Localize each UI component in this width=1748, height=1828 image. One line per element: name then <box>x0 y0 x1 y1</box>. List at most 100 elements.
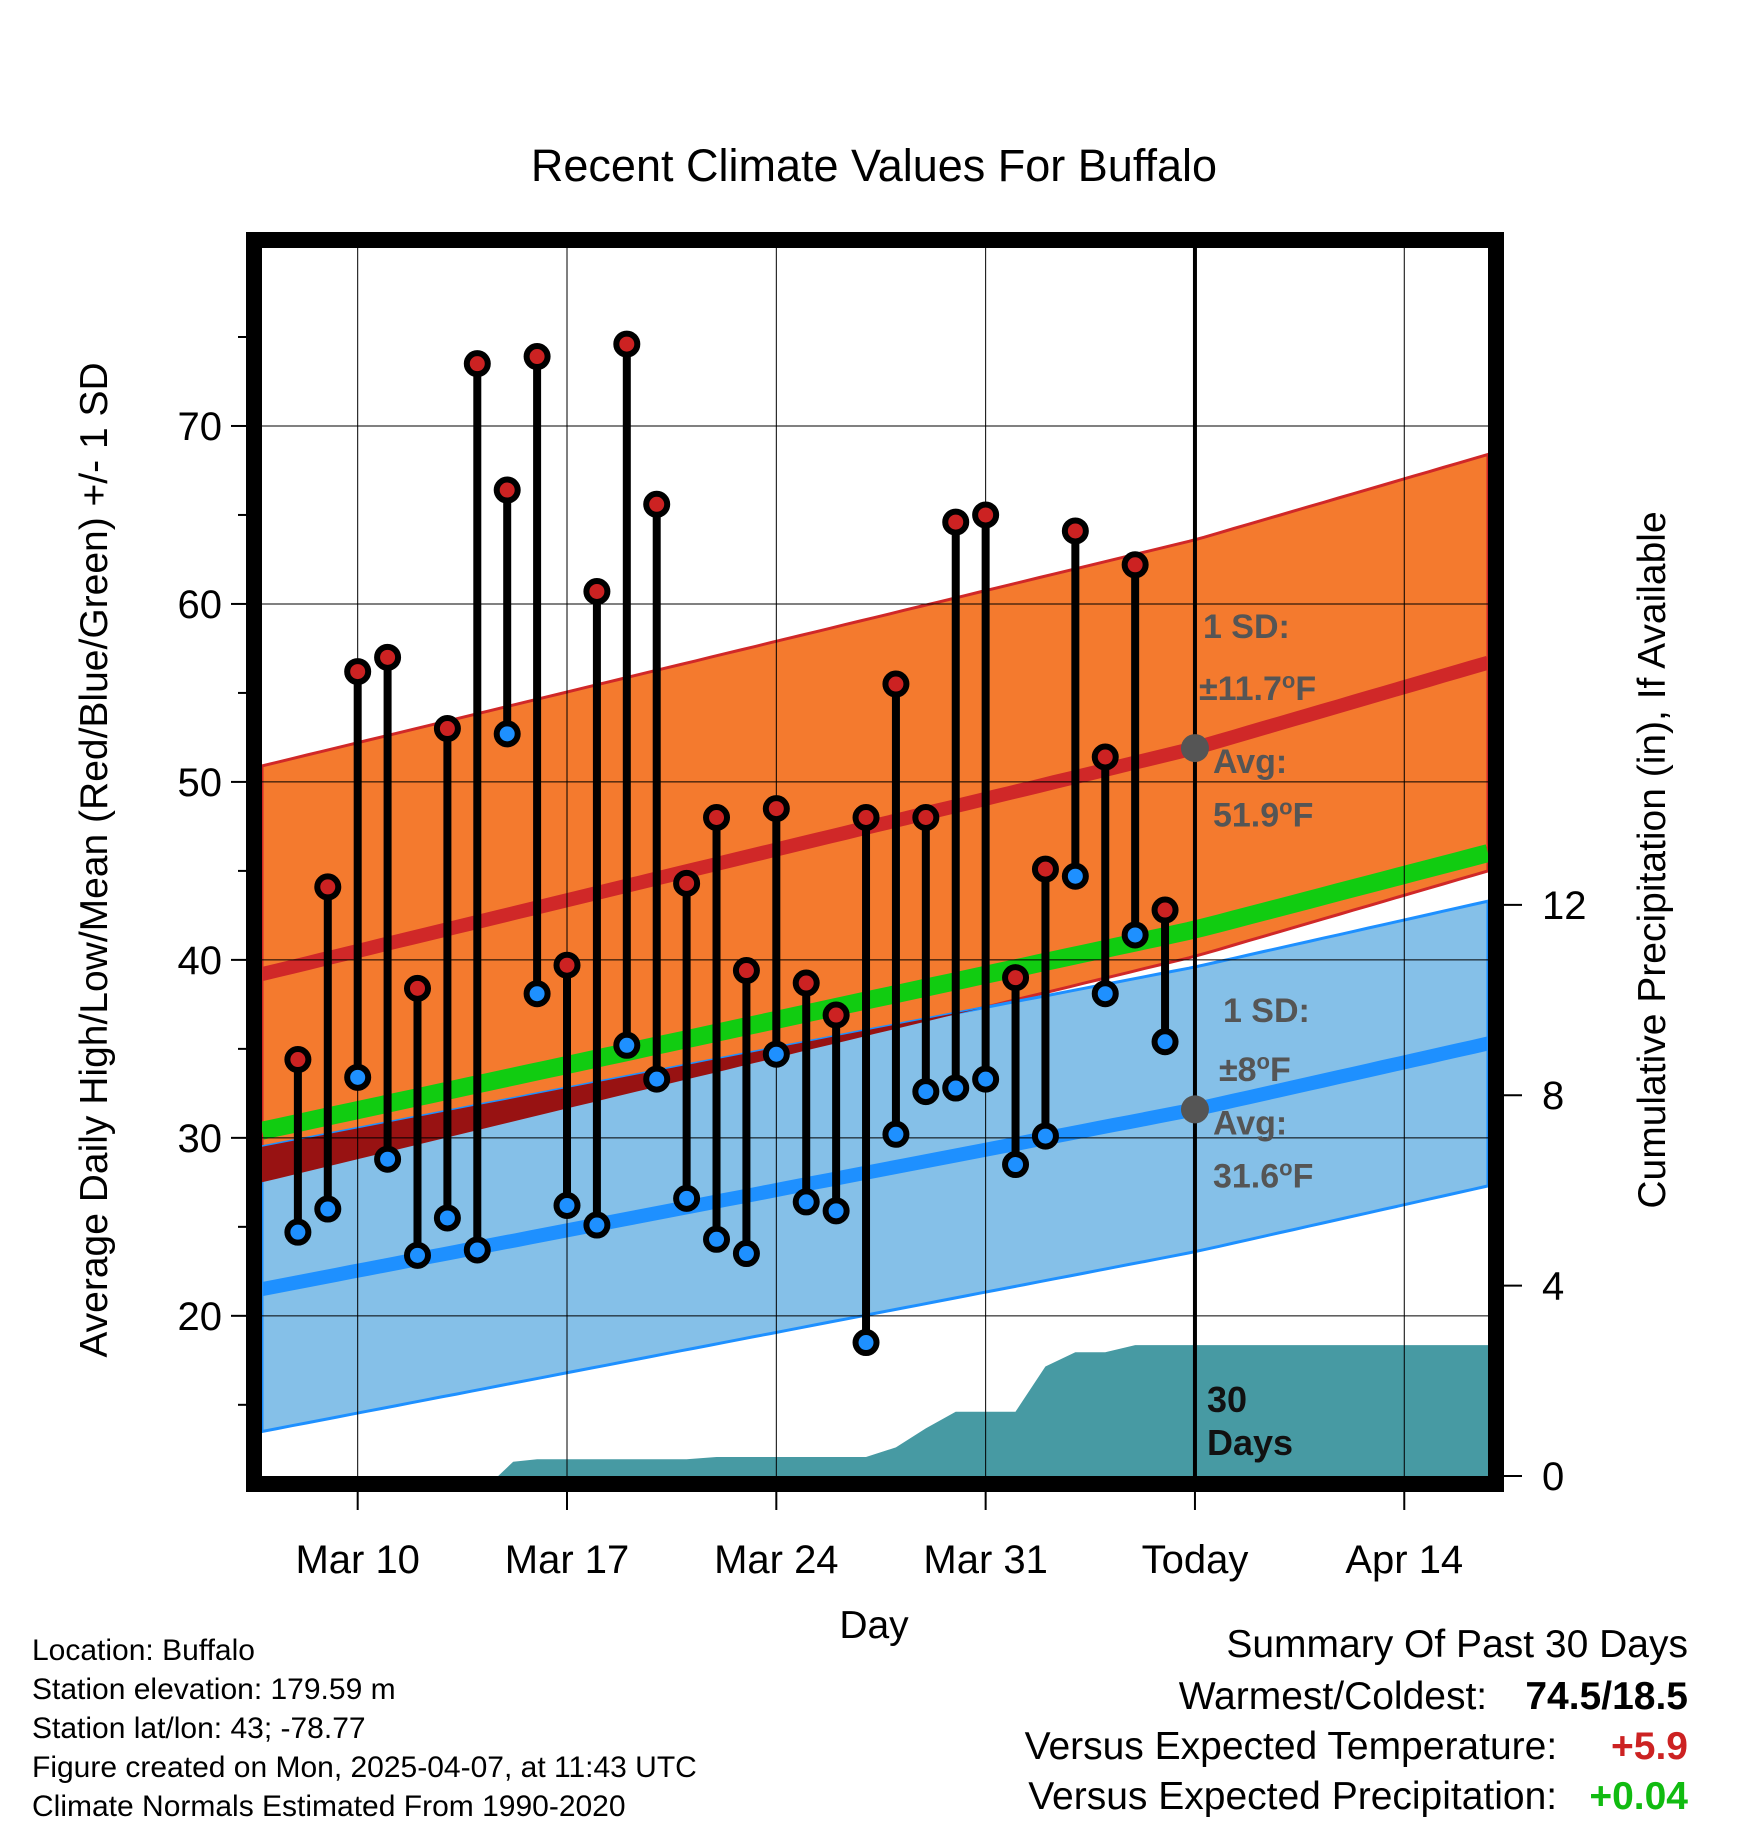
daily-high-point <box>1031 855 1059 883</box>
precipitation-label: Versus Expected Precipitation: <box>1028 1775 1558 1818</box>
station-location: Location: Buffalo <box>32 1634 255 1667</box>
daily-high-point <box>1002 964 1030 992</box>
x-axis-label: Day <box>839 1604 909 1647</box>
summary-precipitation: Versus Expected Precipitation: +0.04 <box>1028 1775 1688 1819</box>
x-tick-label: Mar 24 <box>714 1538 839 1582</box>
y-tick-label: 50 <box>178 761 223 805</box>
daily-high-point <box>493 476 521 504</box>
daily-high-point <box>433 715 461 743</box>
precipitation-value: +0.04 <box>1589 1775 1688 1818</box>
daily-low-point <box>1002 1151 1030 1179</box>
daily-low-point <box>463 1236 491 1264</box>
daily-high-point <box>703 804 731 832</box>
daily-low-point <box>972 1065 1000 1093</box>
low-avg-value: 31.6oF <box>1213 1155 1313 1196</box>
temperature-label: Versus Expected Temperature: <box>1024 1725 1558 1768</box>
y2-tick-label: 12 <box>1542 884 1587 928</box>
high-sd-value: ±11.7oF <box>1199 668 1316 709</box>
daily-high-point <box>792 969 820 997</box>
daily-low-point <box>433 1204 461 1232</box>
daily-low-point <box>344 1063 372 1091</box>
summary-warm-cold: Warmest/Coldest: 74.5/18.5 <box>1179 1675 1688 1719</box>
x-tick-label: Mar 31 <box>923 1538 1048 1582</box>
daily-high-point <box>613 330 641 358</box>
daily-high-point <box>1061 517 1089 545</box>
daily-high-point <box>732 957 760 985</box>
daily-high-point <box>643 490 671 518</box>
daily-high-point <box>942 508 970 536</box>
daily-high-point <box>523 343 551 371</box>
chart-title: Recent Climate Values For Buffalo <box>531 140 1217 191</box>
x-tick-label: Apr 14 <box>1345 1538 1463 1582</box>
y-tick-label: 20 <box>178 1295 223 1339</box>
daily-high-point <box>673 869 701 897</box>
climate-normals-period: Climate Normals Estimated From 1990-2020 <box>32 1790 626 1823</box>
daily-low-point <box>523 980 551 1008</box>
daily-high-point <box>762 795 790 823</box>
x-tick-label: Today <box>1142 1538 1249 1582</box>
daily-low-point <box>284 1218 312 1246</box>
low-avg-label: Avg: <box>1213 1104 1287 1142</box>
daily-low-point <box>852 1329 880 1357</box>
daily-high-point <box>314 873 342 901</box>
daily-high-point <box>403 974 431 1002</box>
daily-high-point <box>882 670 910 698</box>
daily-low-point <box>882 1120 910 1148</box>
daily-low-point <box>1121 921 1149 949</box>
daily-high-point <box>1121 551 1149 579</box>
daily-high-point <box>553 951 581 979</box>
high-avg-value: 51.9oF <box>1213 794 1313 835</box>
daily-high-point <box>972 501 1000 529</box>
warm-cold-label: Warmest/Coldest: <box>1178 1675 1488 1718</box>
y2-tick-label: 4 <box>1542 1265 1564 1309</box>
station-latlon: Station lat/lon: 43; -78.77 <box>32 1712 366 1745</box>
high-avg-dot <box>1180 734 1209 763</box>
y2-tick-label: 0 <box>1542 1455 1564 1499</box>
figure-created: Figure created on Mon, 2025-04-07, at 11… <box>32 1751 697 1784</box>
daily-high-point <box>1151 896 1179 924</box>
y-tick-label: 30 <box>178 1117 223 1161</box>
plot-area: 1 SD: ±11.7oF Avg: 51.9oF 1 SD: ±8oF Avg: 31.6o… <box>262 248 1488 1476</box>
daily-low-point <box>613 1031 641 1059</box>
mean-normal-line <box>262 844 1488 1140</box>
daily-low-point <box>762 1040 790 1068</box>
daily-low-point <box>583 1211 611 1239</box>
y2-axis-label: Cumulative Precipitation (in), If Availa… <box>1631 511 1674 1208</box>
daily-low-point <box>314 1195 342 1223</box>
daily-low-point <box>703 1225 731 1253</box>
station-elevation: Station elevation: 179.59 m <box>32 1673 396 1706</box>
daily-high-point <box>822 1001 850 1029</box>
days-label-count: 30 <box>1207 1379 1247 1420</box>
daily-high-point <box>912 804 940 832</box>
daily-low-point <box>1061 862 1089 890</box>
daily-high-point <box>284 1046 312 1074</box>
daily-low-point <box>1031 1122 1059 1150</box>
plot-frame <box>246 232 1504 1492</box>
low-avg-dot <box>1180 1095 1209 1124</box>
summary-temperature: Versus Expected Temperature: +5.9 <box>1025 1725 1688 1769</box>
daily-low-point <box>1151 1028 1179 1056</box>
days-label-unit: Days <box>1207 1422 1293 1463</box>
high-avg-label: Avg: <box>1213 743 1287 781</box>
daily-low-point <box>1091 980 1119 1008</box>
daily-low-point <box>732 1240 760 1268</box>
daily-low-point <box>493 720 521 748</box>
precipitation-area <box>498 1345 1488 1476</box>
daily-high-point <box>1091 743 1119 771</box>
daily-low-point <box>403 1241 431 1269</box>
axes: 20 30 40 50 60 70 0 4 8 12 Mar 10 Mar 17 Mar 24 Mar 3… <box>178 232 1587 1582</box>
daily-low-point <box>374 1145 402 1173</box>
warm-cold-value: 74.5/18.5 <box>1525 1675 1688 1718</box>
y-tick-label: 60 <box>178 583 223 627</box>
x-tick-label: Mar 17 <box>505 1538 630 1582</box>
daily-low-point <box>822 1197 850 1225</box>
y2-tick-label: 8 <box>1542 1074 1564 1118</box>
daily-low-point <box>553 1191 581 1219</box>
daily-low-point <box>912 1078 940 1106</box>
daily-low-point <box>643 1065 671 1093</box>
y-tick-label: 40 <box>178 939 223 983</box>
y-tick-label: 70 <box>178 405 223 449</box>
daily-low-point <box>792 1188 820 1216</box>
high-sd-label: 1 SD: <box>1203 608 1290 646</box>
